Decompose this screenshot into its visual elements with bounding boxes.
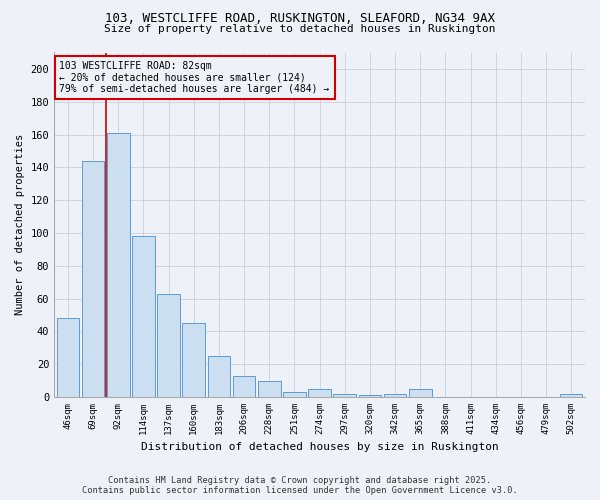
Bar [208,356,230,397]
Bar [359,396,381,397]
Bar [308,389,331,397]
Bar [182,323,205,397]
Text: Contains HM Land Registry data © Crown copyright and database right 2025.
Contai: Contains HM Land Registry data © Crown c… [82,476,518,495]
X-axis label: Distribution of detached houses by size in Ruskington: Distribution of detached houses by size … [141,442,499,452]
Bar [384,394,406,397]
Bar [107,133,130,397]
Bar [334,394,356,397]
Bar [233,376,256,397]
Y-axis label: Number of detached properties: Number of detached properties [15,134,25,316]
Text: 103 WESTCLIFFE ROAD: 82sqm
← 20% of detached houses are smaller (124)
79% of sem: 103 WESTCLIFFE ROAD: 82sqm ← 20% of deta… [59,61,330,94]
Bar [258,380,281,397]
Text: 103, WESTCLIFFE ROAD, RUSKINGTON, SLEAFORD, NG34 9AX: 103, WESTCLIFFE ROAD, RUSKINGTON, SLEAFO… [105,12,495,26]
Bar [283,392,306,397]
Bar [56,318,79,397]
Bar [560,394,583,397]
Bar [82,161,104,397]
Bar [132,236,155,397]
Bar [409,389,431,397]
Bar [157,294,180,397]
Text: Size of property relative to detached houses in Ruskington: Size of property relative to detached ho… [104,24,496,34]
